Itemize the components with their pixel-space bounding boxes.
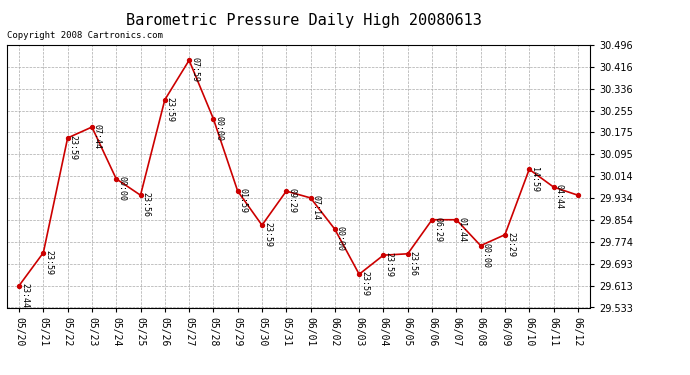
- Point: [86, 124, 97, 130]
- Text: 23:59: 23:59: [360, 272, 369, 297]
- Text: 00:00: 00:00: [215, 116, 224, 141]
- Point: [500, 232, 511, 238]
- Point: [281, 188, 292, 194]
- Point: [14, 283, 25, 289]
- Point: [548, 184, 559, 190]
- Text: 00:00: 00:00: [117, 176, 126, 201]
- Text: 14:59: 14:59: [531, 166, 540, 192]
- Text: 23:44: 23:44: [20, 283, 29, 308]
- Point: [475, 243, 486, 249]
- Text: 09:29: 09:29: [287, 188, 296, 213]
- Point: [572, 192, 583, 198]
- Point: [378, 252, 389, 258]
- Point: [62, 135, 73, 141]
- Point: [426, 217, 437, 223]
- Text: Barometric Pressure Daily High 20080613: Barometric Pressure Daily High 20080613: [126, 13, 482, 28]
- Text: 23:29: 23:29: [506, 232, 515, 257]
- Point: [110, 176, 121, 182]
- Point: [159, 97, 170, 103]
- Text: 23:59: 23:59: [263, 222, 272, 248]
- Point: [329, 226, 340, 232]
- Text: 07:14: 07:14: [312, 195, 321, 220]
- Text: 00:00: 00:00: [482, 243, 491, 268]
- Text: 23:59: 23:59: [69, 135, 78, 160]
- Point: [38, 250, 49, 256]
- Text: 01:44: 01:44: [457, 217, 466, 242]
- Text: 04:44: 04:44: [555, 184, 564, 209]
- Text: 23:59: 23:59: [166, 97, 175, 122]
- Text: 23:59: 23:59: [384, 252, 393, 278]
- Text: 06:29: 06:29: [433, 217, 442, 242]
- Text: 23:59: 23:59: [44, 250, 53, 275]
- Point: [402, 251, 413, 257]
- Point: [232, 188, 243, 194]
- Point: [184, 57, 195, 63]
- Point: [524, 166, 535, 172]
- Point: [257, 222, 268, 228]
- Text: 23:56: 23:56: [141, 192, 150, 217]
- Text: 01:59: 01:59: [239, 188, 248, 213]
- Text: 23:56: 23:56: [408, 251, 418, 276]
- Text: 07:59: 07:59: [190, 57, 199, 82]
- Point: [451, 217, 462, 223]
- Point: [208, 116, 219, 122]
- Text: 07:44: 07:44: [93, 124, 102, 149]
- Text: Copyright 2008 Cartronics.com: Copyright 2008 Cartronics.com: [7, 31, 163, 40]
- Point: [305, 195, 316, 201]
- Point: [354, 271, 365, 277]
- Point: [135, 192, 146, 198]
- Text: 00:00: 00:00: [336, 226, 345, 252]
